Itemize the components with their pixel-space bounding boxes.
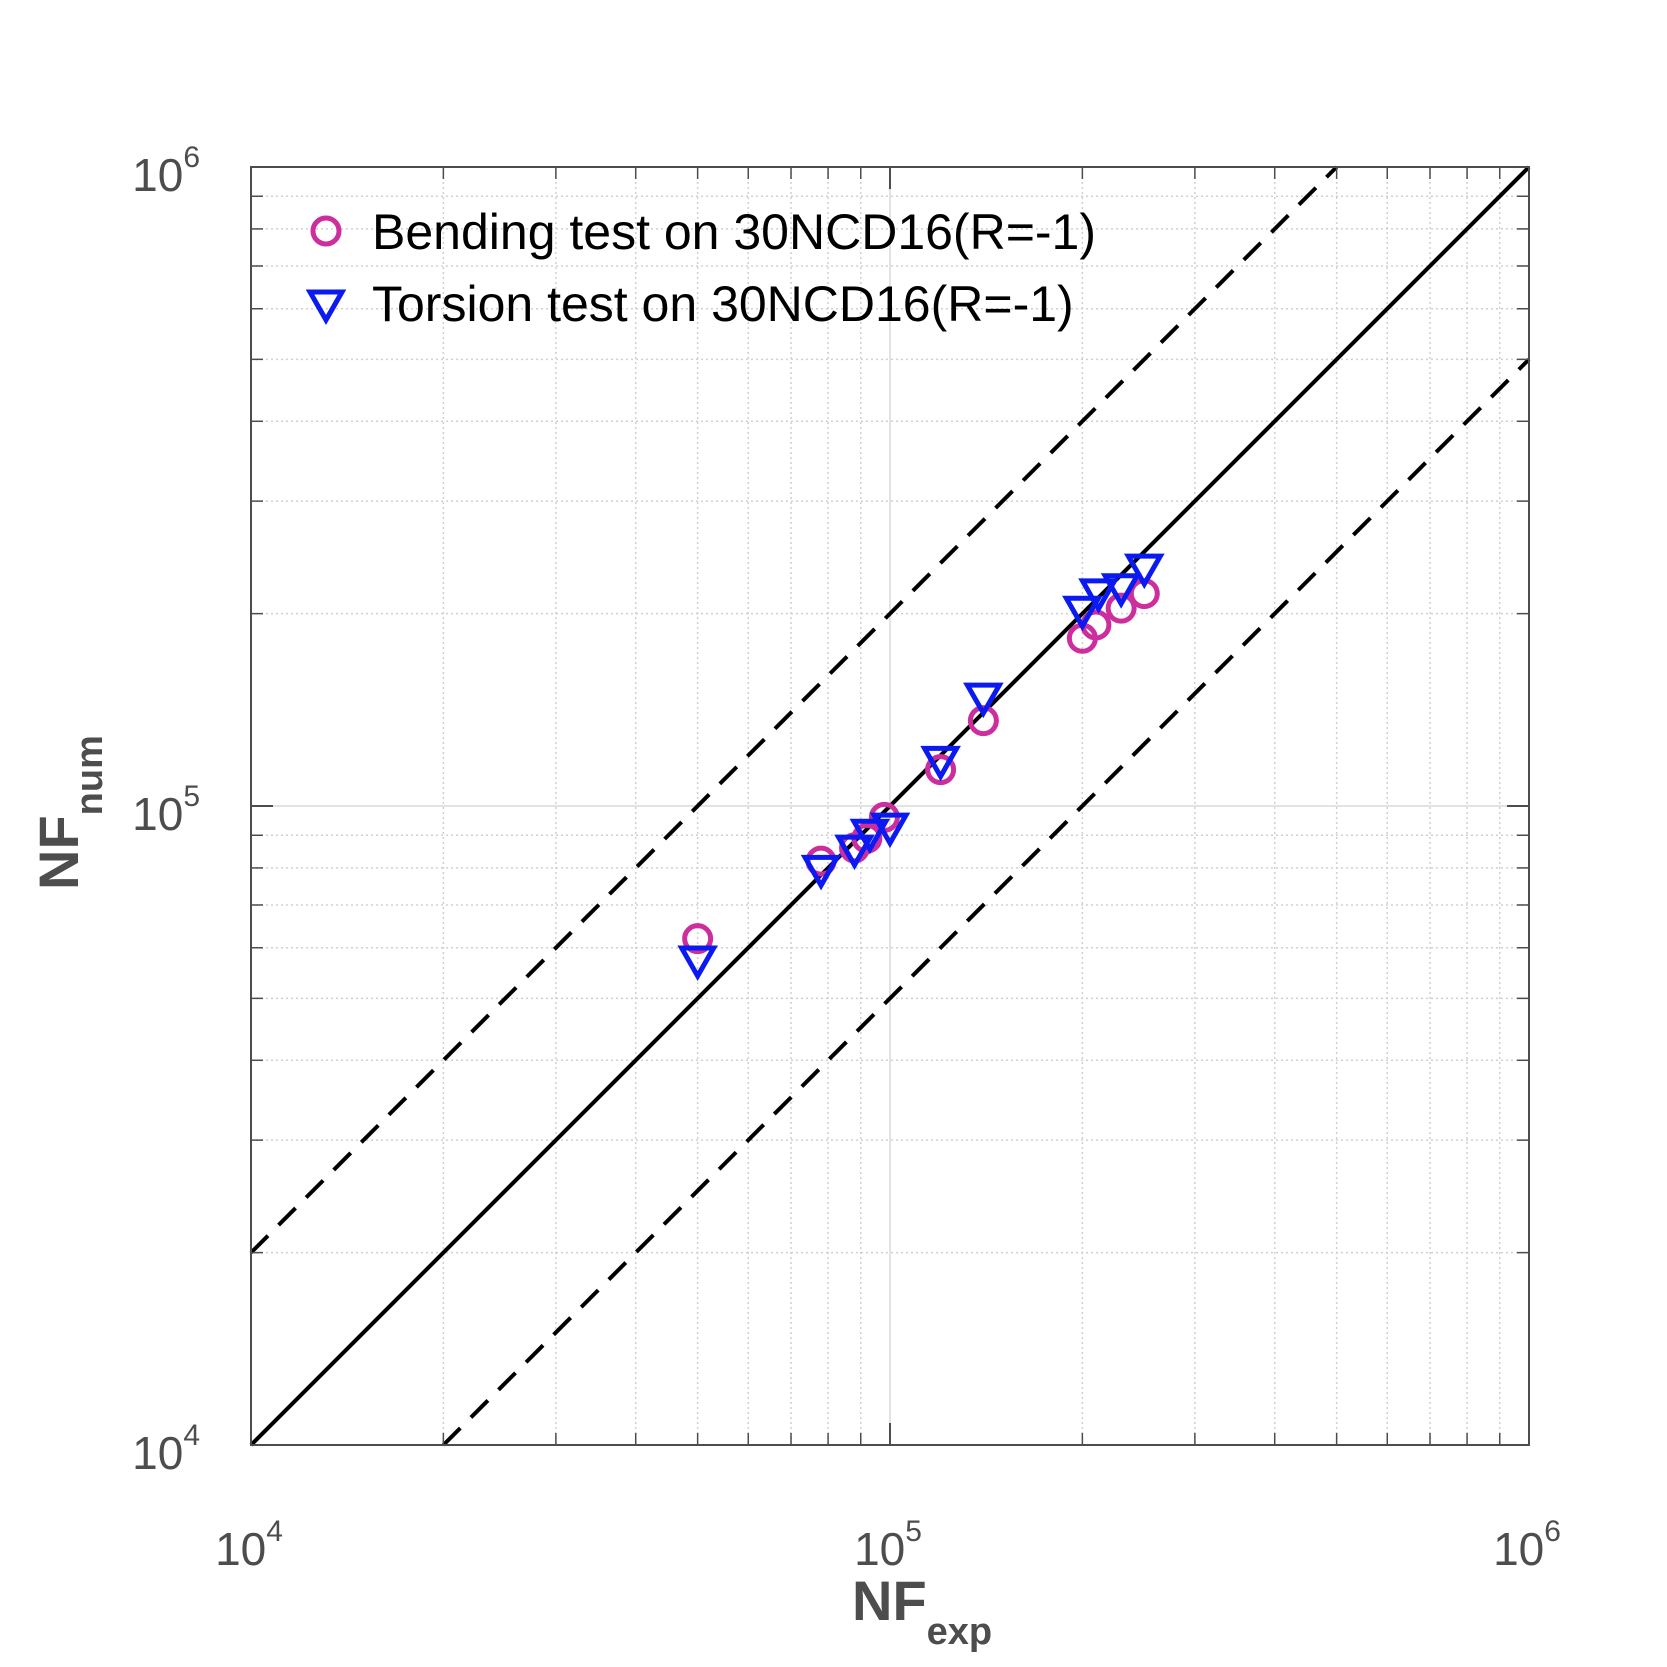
torsion-point [963, 682, 1004, 719]
y-tick-label-exponent: 5 [183, 780, 200, 813]
x-tick-label-exponent: 4 [266, 1515, 283, 1548]
y-axis-label: NFnum [27, 735, 111, 890]
y-tick-label-exponent: 4 [183, 1419, 200, 1452]
y-tick-label: 105 [132, 780, 200, 840]
torsion-point [1062, 595, 1103, 632]
y-axis-label-sub: num [69, 735, 111, 815]
data-points [677, 553, 1165, 982]
scatter-band-line [249, 165, 1339, 1255]
torsion-point [1123, 553, 1165, 590]
legend: Bending test on 30NCD16(R=-1) Torsion te… [305, 204, 1096, 332]
x-tick-label-base: 10 [215, 1523, 266, 1575]
torsion-point [834, 834, 875, 871]
x-axis-label: NFexp [852, 1569, 992, 1653]
x-tick-label-base: 10 [1493, 1523, 1544, 1575]
x-axis-label-sub: exp [927, 1611, 992, 1653]
x-tick-label-exponent: 6 [1544, 1515, 1561, 1548]
torsion-point [849, 818, 891, 855]
y-tick-label-base: 10 [132, 1427, 183, 1479]
x-tick-labels: 104 105 106 [215, 1515, 1561, 1575]
torsion-point [677, 945, 718, 982]
bending-point [682, 923, 714, 955]
series-torsion [677, 553, 1165, 982]
y-tick-label-base: 10 [132, 149, 183, 201]
x-axis-label-main: NF [852, 1569, 927, 1632]
torsion-point [1100, 573, 1142, 609]
x-tick-label: 106 [1493, 1515, 1561, 1575]
y-axis-label-main: NF [27, 815, 90, 890]
scatter-band-line [441, 357, 1531, 1447]
y-tick-label: 104 [132, 1419, 200, 1479]
bending-point [1105, 592, 1137, 624]
legend-marker-torsion [305, 289, 347, 326]
legend-label-torsion: Torsion test on 30NCD16(R=-1) [372, 276, 1074, 332]
y-tick-label-exponent: 6 [183, 141, 200, 174]
legend-label-bending: Bending test on 30NCD16(R=-1) [372, 204, 1096, 260]
y-tick-label: 106 [132, 141, 200, 201]
bending-point [967, 705, 999, 737]
torsion-point [869, 812, 911, 849]
torsion-point [800, 854, 842, 891]
torsion-point [920, 745, 961, 782]
minor-grid [251, 167, 1529, 1445]
x-tick-label-exponent: 5 [905, 1515, 922, 1548]
torsion-point [1078, 578, 1119, 614]
y-tick-label-base: 10 [132, 788, 183, 840]
bending-point [925, 754, 957, 786]
x-tick-label: 104 [215, 1515, 283, 1575]
axis-ticks [250, 166, 1530, 1446]
x-tick-label: 105 [854, 1515, 922, 1575]
x-tick-label-base: 10 [854, 1523, 905, 1575]
legend-marker-bending [310, 215, 342, 247]
